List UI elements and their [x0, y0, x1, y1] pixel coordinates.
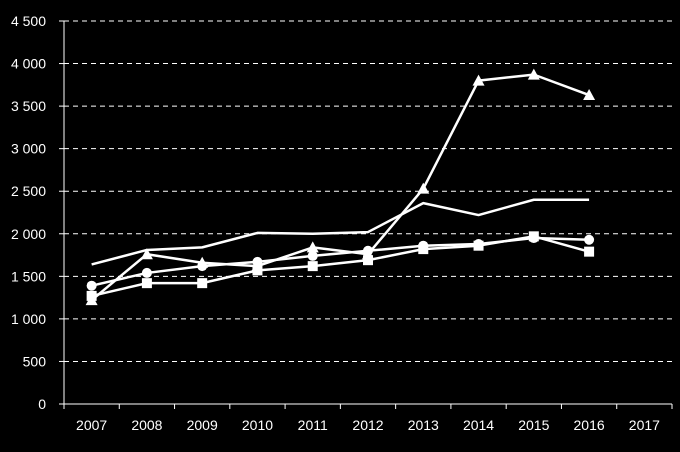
data-point-square — [418, 244, 429, 255]
y-tick-label: 1 000 — [11, 311, 46, 327]
grid-lines — [64, 20, 672, 362]
series-line — [91, 236, 590, 287]
y-tick-label: 500 — [23, 353, 47, 369]
y-tick-label: 3 000 — [11, 141, 46, 157]
data-point-triangle — [140, 248, 153, 260]
data-point-circle — [197, 261, 208, 272]
series-triangle — [85, 68, 596, 306]
series-lines — [85, 68, 596, 306]
x-tick-label: 2007 — [76, 417, 107, 433]
data-point-square — [363, 255, 373, 266]
data-point-square — [252, 265, 263, 276]
y-axis-tick-labels: 0 500 1 000 1 500 2 000 2 500 3 000 3 500 4 000 4… — [11, 13, 46, 412]
y-tick-label: 3 500 — [11, 98, 46, 114]
axes — [59, 20, 673, 409]
data-point-triangle — [306, 241, 319, 253]
x-tick-label: 2013 — [408, 417, 439, 433]
data-point-circle — [307, 250, 318, 261]
data-point-square — [307, 261, 318, 272]
data-point-square — [584, 246, 595, 257]
data-point-square — [473, 240, 484, 251]
y-tick-label: 1 500 — [11, 268, 46, 284]
x-tick-label: 2010 — [242, 417, 273, 433]
x-tick-label: 2015 — [518, 417, 549, 433]
x-tick-label: 2014 — [463, 417, 494, 433]
data-point-triangle — [472, 74, 485, 86]
data-point-triangle — [527, 68, 540, 80]
y-tick-label: 0 — [38, 396, 46, 412]
y-tick-label: 2 500 — [11, 183, 46, 199]
series-square — [86, 231, 595, 301]
x-tick-label: 2016 — [574, 417, 605, 433]
data-point-square — [86, 290, 97, 301]
data-point-square — [528, 231, 539, 242]
y-tick-label: 4 500 — [11, 13, 46, 29]
data-point-circle — [86, 280, 97, 291]
series-line — [91, 235, 590, 298]
y-tick-label: 2 000 — [11, 226, 46, 242]
data-point-square — [141, 278, 152, 289]
data-point-circle — [363, 245, 373, 256]
series-line — [91, 198, 590, 266]
series-line — [90, 73, 590, 302]
data-point-circle — [252, 256, 263, 267]
data-point-triangle — [583, 89, 596, 101]
x-tick-label: 2017 — [629, 417, 660, 433]
x-tick-label: 2012 — [352, 417, 383, 433]
x-tick-label: 2011 — [298, 417, 328, 433]
x-tick-label: 2009 — [187, 417, 218, 433]
y-tick-label: 4 000 — [11, 56, 46, 72]
data-point-triangle — [417, 182, 430, 194]
x-tick-label: 2008 — [131, 417, 162, 433]
x-axis-tick-labels: 2007 2008 2009 2010 2011 2012 2013 2014 2015 2016… — [76, 417, 660, 433]
data-point-square — [197, 278, 208, 289]
data-point-circle — [141, 267, 152, 278]
series-plain — [91, 198, 590, 266]
data-point-circle — [584, 234, 595, 245]
